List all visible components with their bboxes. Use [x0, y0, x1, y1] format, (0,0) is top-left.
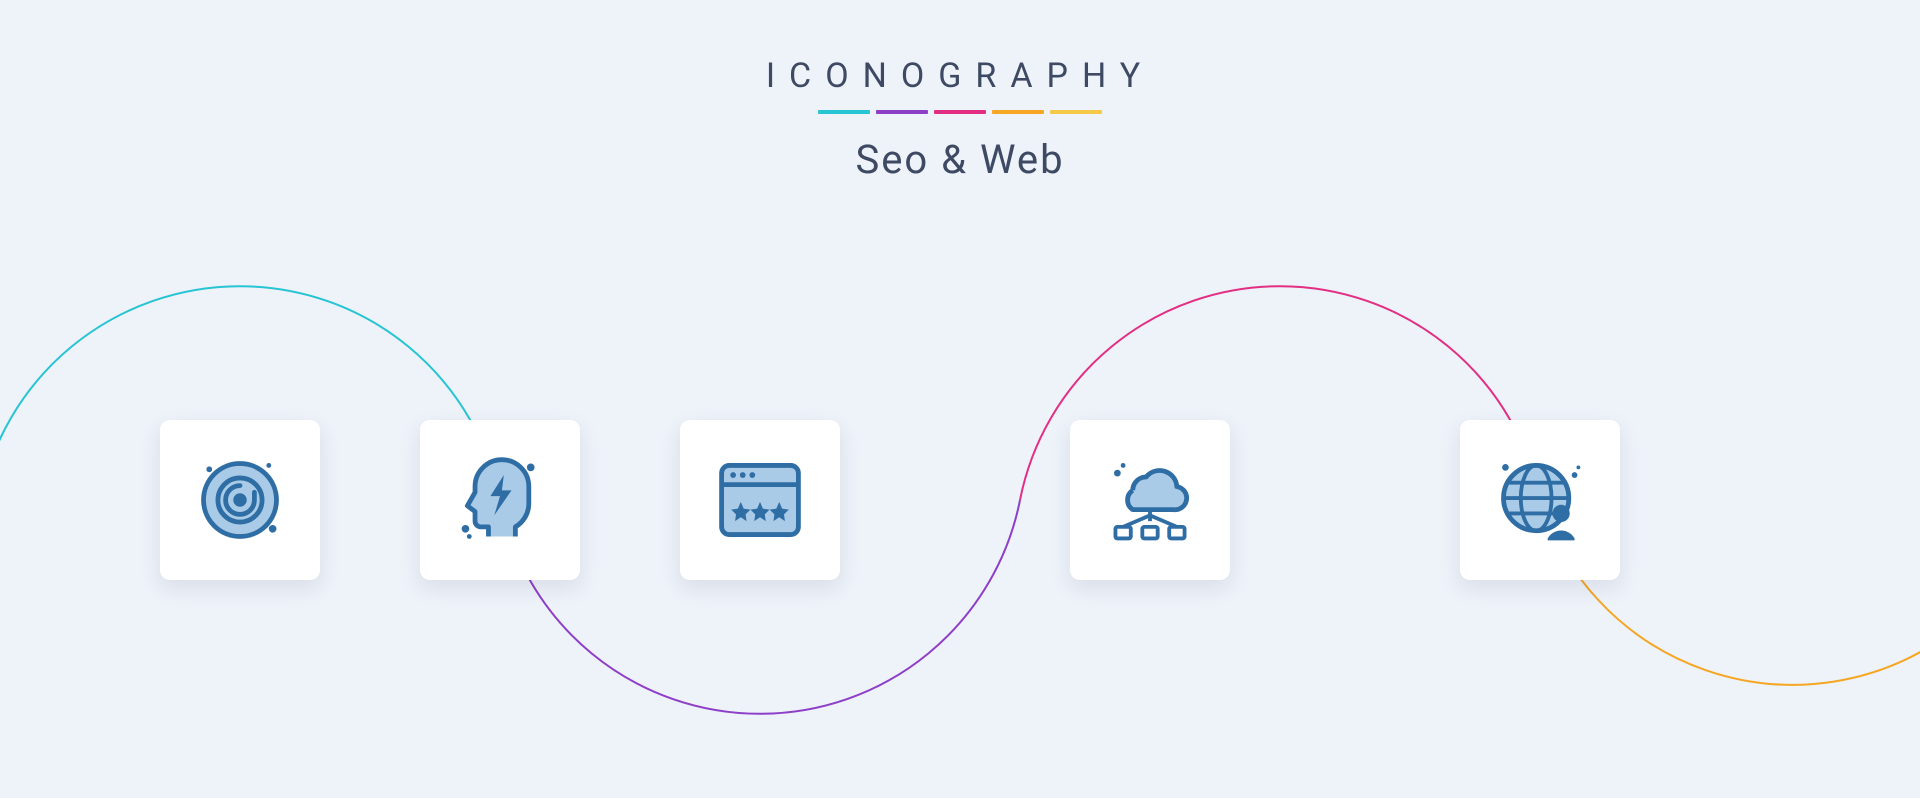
web-rating-icon: [712, 452, 808, 548]
underline-seg-1: [818, 110, 870, 114]
global-user-icon: [1492, 452, 1588, 548]
stage: ICONOGRAPHY Seo & Web: [0, 0, 1920, 798]
underline-seg-4: [992, 110, 1044, 114]
icon-tile-rating: [680, 420, 840, 580]
brainstorm-icon: [452, 452, 548, 548]
brand-underline: [0, 110, 1920, 114]
header: ICONOGRAPHY Seo & Web: [0, 56, 1920, 183]
brand-title: ICONOGRAPHY: [0, 56, 1920, 96]
icon-tile-brain: [420, 420, 580, 580]
icon-tile-cloud: [1070, 420, 1230, 580]
pack-subtitle: Seo & Web: [0, 136, 1920, 183]
underline-seg-5: [1050, 110, 1102, 114]
cloud-network-icon: [1102, 452, 1198, 548]
icon-tile-globe: [1460, 420, 1620, 580]
icon-tile-at: [160, 420, 320, 580]
at-sign-icon: [192, 452, 288, 548]
underline-seg-2: [876, 110, 928, 114]
underline-seg-3: [934, 110, 986, 114]
